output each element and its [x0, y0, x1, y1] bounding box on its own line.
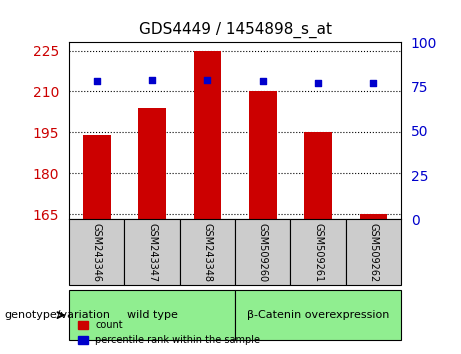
Title: GDS4449 / 1454898_s_at: GDS4449 / 1454898_s_at [139, 22, 331, 38]
Bar [360, 214, 387, 219]
Text: genotype/variation: genotype/variation [5, 310, 111, 320]
Legend: count, percentile rank within the sample: count, percentile rank within the sample [74, 316, 264, 349]
FancyBboxPatch shape [124, 219, 180, 285]
Bar [304, 132, 332, 219]
Text: GSM243348: GSM243348 [202, 223, 213, 282]
FancyBboxPatch shape [290, 219, 346, 285]
Bar [83, 135, 111, 219]
FancyBboxPatch shape [235, 290, 401, 340]
FancyBboxPatch shape [69, 290, 235, 340]
Point [370, 80, 377, 86]
Point [259, 79, 266, 84]
FancyBboxPatch shape [180, 219, 235, 285]
Point [314, 80, 322, 86]
Text: GSM509262: GSM509262 [368, 223, 378, 282]
Text: GSM509260: GSM509260 [258, 223, 268, 282]
Bar [138, 108, 166, 219]
Point [204, 77, 211, 82]
Text: wild type: wild type [127, 310, 177, 320]
Text: GSM243346: GSM243346 [92, 223, 102, 282]
Point [93, 79, 100, 84]
FancyBboxPatch shape [69, 219, 124, 285]
Text: GSM243347: GSM243347 [147, 223, 157, 282]
FancyBboxPatch shape [235, 219, 290, 285]
Bar [249, 91, 277, 219]
Bar [194, 51, 221, 219]
FancyBboxPatch shape [346, 219, 401, 285]
Text: GSM509261: GSM509261 [313, 223, 323, 282]
Text: β-Catenin overexpression: β-Catenin overexpression [247, 310, 389, 320]
Point [148, 77, 156, 82]
